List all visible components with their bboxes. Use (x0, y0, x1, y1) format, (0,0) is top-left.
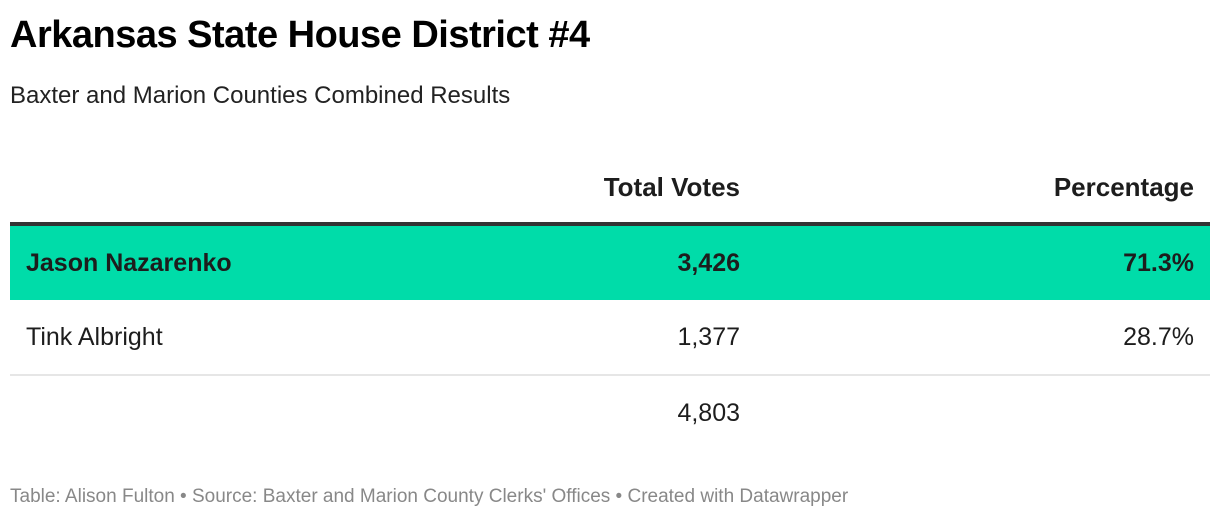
column-header-total-votes[interactable]: Total Votes (603, 172, 740, 202)
table-row: Tink Albright 1,377 28.7% (10, 300, 1210, 376)
candidate-percentage: 71.3% (1123, 249, 1194, 277)
table-row-total: 4,803 (10, 376, 1210, 450)
table-row-winner: Jason Nazarenko 3,426 71.3% (10, 226, 1210, 300)
candidate-votes: 1,377 (677, 323, 740, 351)
results-table: Total Votes Percentage Jason Nazarenko 3… (10, 160, 1210, 450)
candidate-votes: 3,426 (677, 249, 740, 277)
candidate-name: Tink Albright (26, 323, 163, 351)
column-header-percentage[interactable]: Percentage (1053, 172, 1194, 202)
chart-title: Arkansas State House District #4 (10, 14, 590, 56)
chart-subtitle: Baxter and Marion Counties Combined Resu… (10, 82, 511, 109)
candidate-name: Jason Nazarenko (26, 249, 232, 277)
candidate-percentage: 28.7% (1123, 323, 1194, 351)
footer-credits: Table: Alison Fulton • Source: Baxter an… (10, 486, 849, 507)
total-votes: 4,803 (677, 399, 740, 427)
table-header: Total Votes Percentage (10, 160, 1210, 226)
